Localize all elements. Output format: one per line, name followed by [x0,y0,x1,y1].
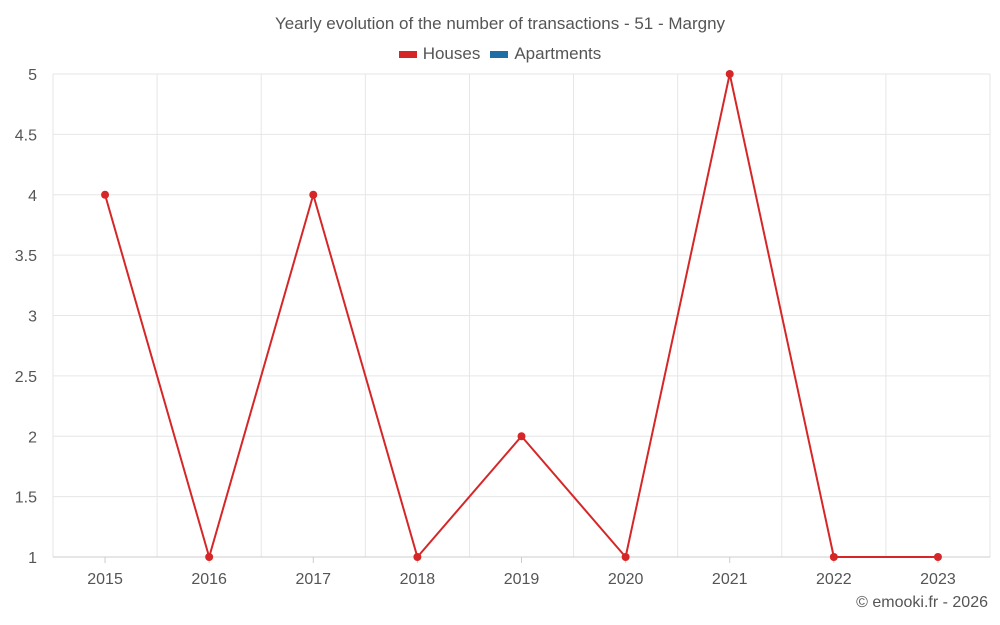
x-tick-label: 2015 [87,571,123,588]
data-point-houses [517,432,526,441]
data-point-houses [725,70,734,78]
legend-swatch-apartments [490,50,509,58]
y-tick-label: 2 [28,429,37,446]
x-tick-label: 2017 [295,571,331,588]
grid-layer [52,73,991,557]
x-tick-label: 2020 [608,571,644,588]
x-tick-label: 2022 [816,571,852,588]
y-tick-label: 1 [28,550,37,567]
data-point-houses [309,190,318,199]
series-layer [101,70,942,561]
data-point-houses [101,190,110,199]
y-tick-label: 5 [28,67,37,84]
x-tick-label: 2018 [400,571,436,588]
legend-item-apartments[interactable]: Apartments [490,44,601,64]
chart-title: Yearly evolution of the number of transa… [274,14,726,33]
x-tick-label: 2021 [712,571,748,588]
data-point-houses [205,553,214,561]
data-point-houses [933,553,942,561]
legend: Houses Apartments [0,44,1000,64]
x-tick-label: 2019 [504,571,540,588]
y-tick-label: 2.5 [15,369,37,386]
y-tick-label: 4 [28,188,37,205]
legend-label-houses: Houses [422,44,481,63]
y-tick-label: 3 [28,309,37,326]
credit-text: © emooki.fr - 2026 [856,594,988,611]
x-tick-label: 2023 [920,571,956,588]
y-tick-label: 3.5 [15,248,37,265]
data-point-houses [829,553,838,561]
legend-item-houses[interactable]: Houses [398,44,481,64]
legend-label-apartments: Apartments [514,44,602,63]
y-tick-label: 4.5 [15,127,37,144]
x-tick-label: 2016 [191,571,227,588]
data-point-houses [621,553,630,561]
y-tick-label: 1.5 [15,490,37,507]
data-point-houses [413,553,422,561]
axis-layer: 1 1.5 2 2.5 3 3.5 4 4.5 5 2015 2016 2017 2018 2019 202… [15,67,990,588]
legend-swatch-houses [398,50,417,58]
